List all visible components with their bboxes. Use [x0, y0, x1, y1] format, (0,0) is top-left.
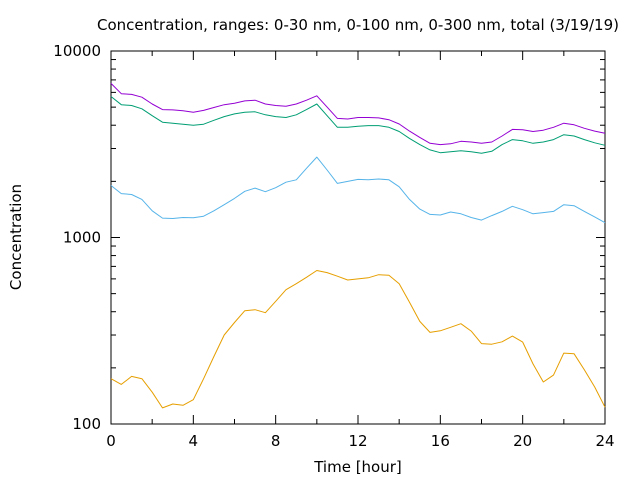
x-axis-label: Time [hour] — [313, 458, 402, 476]
y-tick-label: 1000 — [63, 229, 101, 247]
series-lines — [110, 83, 606, 409]
x-tick-label: 0 — [106, 432, 116, 450]
series-line-2 — [110, 156, 606, 224]
x-tick-label: 4 — [189, 432, 199, 450]
x-tick-label: 12 — [348, 432, 367, 450]
series-line-4 — [110, 83, 606, 146]
x-tick-label: 20 — [513, 432, 532, 450]
y-tick-labels: 100 1000 10000 — [53, 42, 101, 433]
series-line-1 — [110, 270, 606, 409]
plot-frame — [110, 50, 606, 425]
chart-title: Concentration, ranges: 0-30 nm, 0-100 nm… — [97, 16, 619, 34]
x-tick-label: 8 — [271, 432, 281, 450]
x-tick-label: 16 — [431, 432, 450, 450]
y-tick-label: 10000 — [53, 42, 101, 60]
y-axis-label: Concentration — [7, 184, 25, 290]
series-line-3 — [110, 96, 606, 154]
y-tick-label: 100 — [72, 415, 101, 433]
axis-ticks — [110, 50, 606, 425]
x-tick-labels: 0 4 8 12 16 20 24 — [106, 432, 614, 450]
x-tick-label: 24 — [595, 432, 614, 450]
